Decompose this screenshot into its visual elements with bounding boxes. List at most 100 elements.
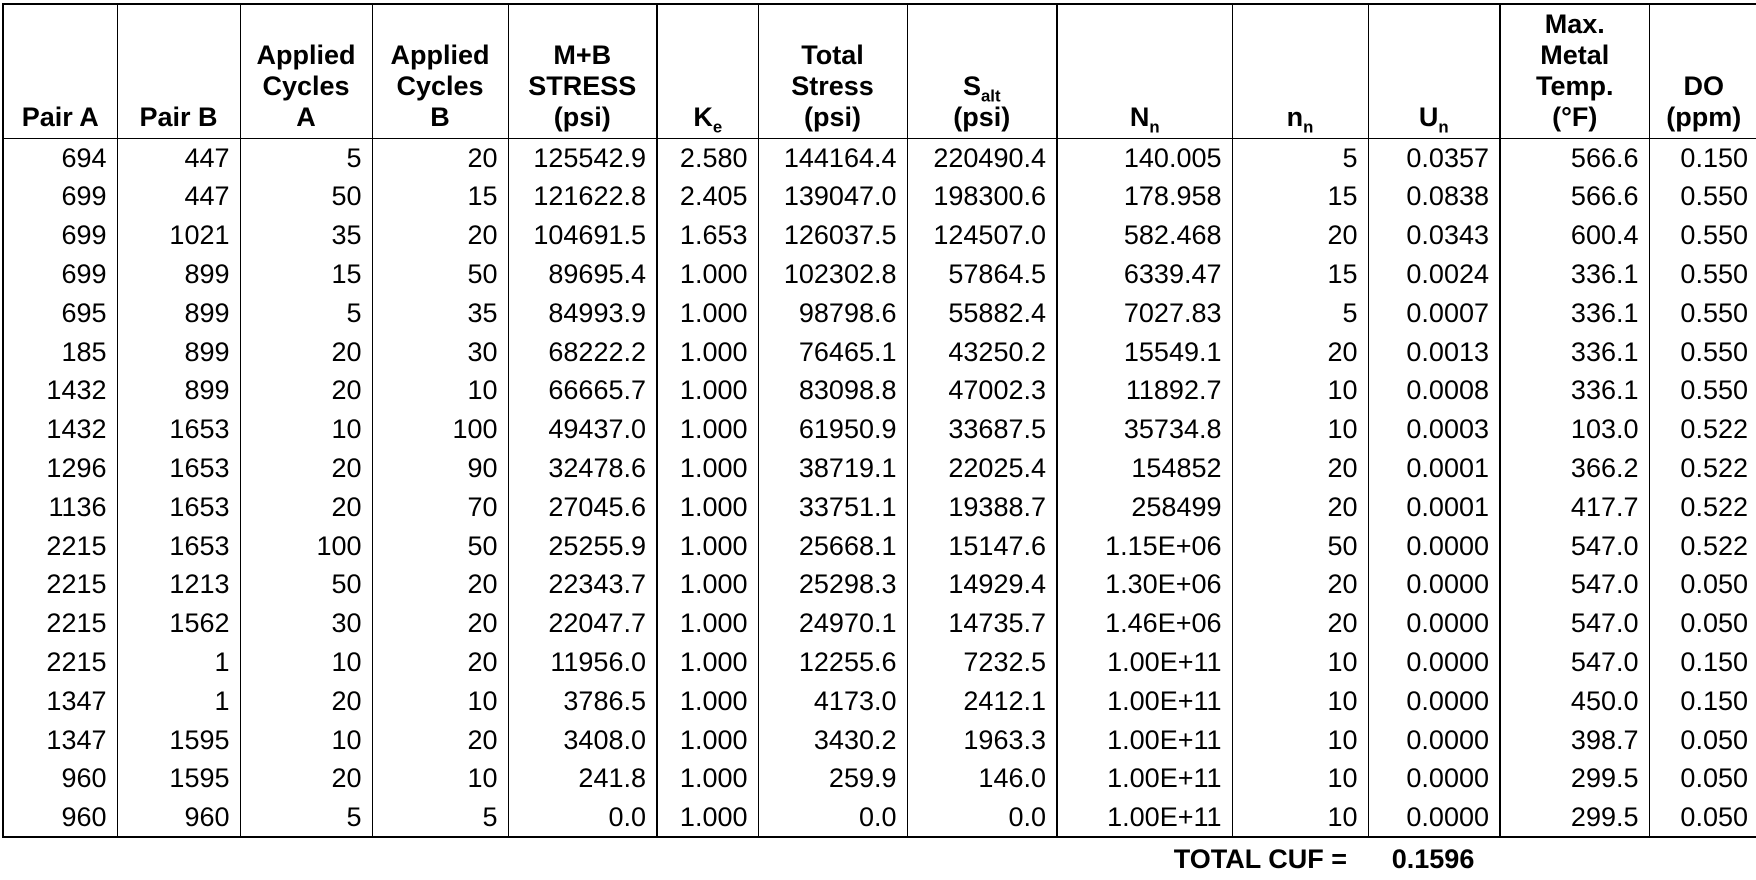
cell-max-metal-temp: 547.0 — [1499, 604, 1649, 644]
header-applied-cycles-a: Applied Cycles A — [239, 4, 372, 140]
cell-mb-stress: 3786.5 — [507, 681, 657, 721]
cell-pair-b: 899 — [116, 371, 240, 411]
total-cuf-label: TOTAL CUF = — [1173, 843, 1348, 874]
cell-n-applied: 20 — [1231, 449, 1368, 488]
cell-s-alt: 198300.6 — [906, 177, 1057, 217]
header-text: Total — [801, 40, 864, 71]
cell-s-alt: 22025.4 — [906, 449, 1057, 488]
cell-s-alt: 15147.6 — [906, 526, 1057, 566]
cell-u-n: 0.0024 — [1367, 255, 1500, 294]
cell-s-alt: 14735.7 — [906, 604, 1057, 644]
header-text: DO — [1683, 71, 1725, 102]
cell-do: 0.050 — [1648, 565, 1756, 605]
table-body: 694 447 5 20 125542.9 2.580 144164.4 220490.4 14… — [3, 138, 1756, 838]
cell-u-n: 0.0000 — [1367, 720, 1500, 760]
cell-max-metal-temp: 103.0 — [1499, 410, 1649, 450]
cell-max-metal-temp: 450.0 — [1499, 681, 1649, 721]
cell-ke: 1.000 — [656, 643, 758, 682]
cell-n-allowable: 15549.1 — [1056, 332, 1232, 372]
cell-max-metal-temp: 547.0 — [1499, 565, 1649, 605]
cell-u-n: 0.0008 — [1367, 371, 1500, 411]
cell-total-stress: 25298.3 — [757, 565, 907, 605]
cell-ke: 1.000 — [656, 604, 758, 644]
cell-applied-cycles-a: 20 — [239, 681, 372, 721]
cell-n-allowable: 1.30E+06 — [1056, 565, 1232, 605]
cell-mb-stress: 25255.9 — [507, 526, 657, 566]
cell-max-metal-temp: 398.7 — [1499, 720, 1649, 760]
header-subscript: n — [1438, 117, 1449, 137]
cell-pair-b: 1653 — [116, 526, 240, 566]
cell-n-applied: 20 — [1231, 604, 1368, 644]
header-text: (psi) — [953, 102, 1011, 133]
header-text: Applied — [390, 40, 490, 71]
cell-pair-a: 695 — [61, 297, 107, 328]
cell-u-n: 0.0001 — [1367, 487, 1500, 527]
cell-mb-stress: 66665.7 — [507, 371, 657, 411]
cell-max-metal-temp: 566.6 — [1499, 138, 1649, 178]
cell-n-allowable: 7027.83 — [1056, 293, 1232, 333]
cell-do: 0.550 — [1648, 371, 1756, 411]
cell-total-stress: 98798.6 — [757, 293, 907, 333]
cell-applied-cycles-b: 35 — [371, 293, 508, 333]
cell-applied-cycles-b: 50 — [371, 255, 508, 294]
cell-mb-stress: 0.0 — [507, 798, 657, 838]
table-row: 2215 1653 100 50 25255.9 1.000 25668.1 15147.6 1… — [3, 526, 1756, 566]
cell-pair-b: 1595 — [116, 759, 240, 799]
cell-applied-cycles-a: 20 — [239, 332, 372, 372]
cell-pair-a: 2215 — [46, 646, 107, 677]
cell-s-alt: 2412.1 — [906, 681, 1057, 721]
header-text: Applied — [256, 40, 356, 71]
table-row: 1136 1653 20 70 27045.6 1.000 33751.1 19388.7 25… — [3, 487, 1756, 527]
cell-n-applied: 20 — [1231, 565, 1368, 605]
cell-n-allowable: 154852 — [1056, 449, 1232, 488]
cell-n-applied: 10 — [1231, 681, 1368, 721]
cell-n-applied: 5 — [1231, 293, 1368, 333]
cell-applied-cycles-a: 10 — [239, 643, 372, 682]
cell-u-n: 0.0013 — [1367, 332, 1500, 372]
cell-applied-cycles-a: 20 — [239, 759, 372, 799]
cell-do: 0.150 — [1648, 138, 1756, 178]
cell-applied-cycles-a: 5 — [239, 138, 372, 178]
header-text: Pair B — [139, 102, 218, 133]
table-row: 694 447 5 20 125542.9 2.580 144164.4 220490.4 14… — [3, 138, 1756, 178]
cell-n-allowable: 1.00E+11 — [1056, 681, 1232, 721]
cell-max-metal-temp: 566.6 — [1499, 177, 1649, 217]
cell-s-alt: 14929.4 — [906, 565, 1057, 605]
cell-pair-b: 1562 — [116, 604, 240, 644]
cell-s-alt: 124507.0 — [906, 216, 1057, 256]
cell-applied-cycles-b: 10 — [371, 681, 508, 721]
cell-n-applied: 10 — [1231, 371, 1368, 411]
cell-n-allowable: 1.00E+11 — [1056, 720, 1232, 760]
cell-n-allowable: 1.46E+06 — [1056, 604, 1232, 644]
cell-applied-cycles-b: 10 — [371, 371, 508, 411]
cell-do: 0.550 — [1648, 216, 1756, 256]
cell-applied-cycles-a: 50 — [239, 565, 372, 605]
total-cuf-table: TOTAL CUF = 0.1596 — [2, 838, 1756, 880]
cell-ke: 1.000 — [656, 371, 758, 411]
cell-applied-cycles-b: 20 — [371, 565, 508, 605]
cell-applied-cycles-a: 20 — [239, 449, 372, 488]
cell-u-n: 0.0001 — [1367, 449, 1500, 488]
header-text: Metal — [1540, 40, 1610, 71]
cell-pair-b: 899 — [116, 332, 240, 372]
table-row: 699 447 50 15 121622.8 2.405 139047.0 198300.6 1… — [3, 177, 1756, 217]
cell-applied-cycles-a: 10 — [239, 410, 372, 450]
cell-total-stress: 0.0 — [757, 798, 907, 838]
cell-do: 0.050 — [1648, 604, 1756, 644]
cell-ke: 1.000 — [656, 681, 758, 721]
header-text: Max. — [1544, 9, 1605, 39]
header-n-allowable: Nn — [1056, 4, 1232, 140]
cell-n-applied: 10 — [1231, 643, 1368, 682]
header-text: Pair A — [21, 102, 99, 133]
cell-u-n: 0.0343 — [1367, 216, 1500, 256]
cell-do: 0.522 — [1648, 449, 1756, 488]
cell-applied-cycles-a: 20 — [239, 487, 372, 527]
cell-do: 0.150 — [1648, 681, 1756, 721]
cell-pair-b: 1 — [116, 681, 240, 721]
cell-u-n: 0.0000 — [1367, 759, 1500, 799]
table-row: 2215 1562 30 20 22047.7 1.000 24970.1 14735.7 1.… — [3, 604, 1756, 644]
cell-applied-cycles-b: 15 — [371, 177, 508, 217]
cell-applied-cycles-b: 20 — [371, 138, 508, 178]
cell-pair-a: 2215 — [46, 569, 107, 600]
